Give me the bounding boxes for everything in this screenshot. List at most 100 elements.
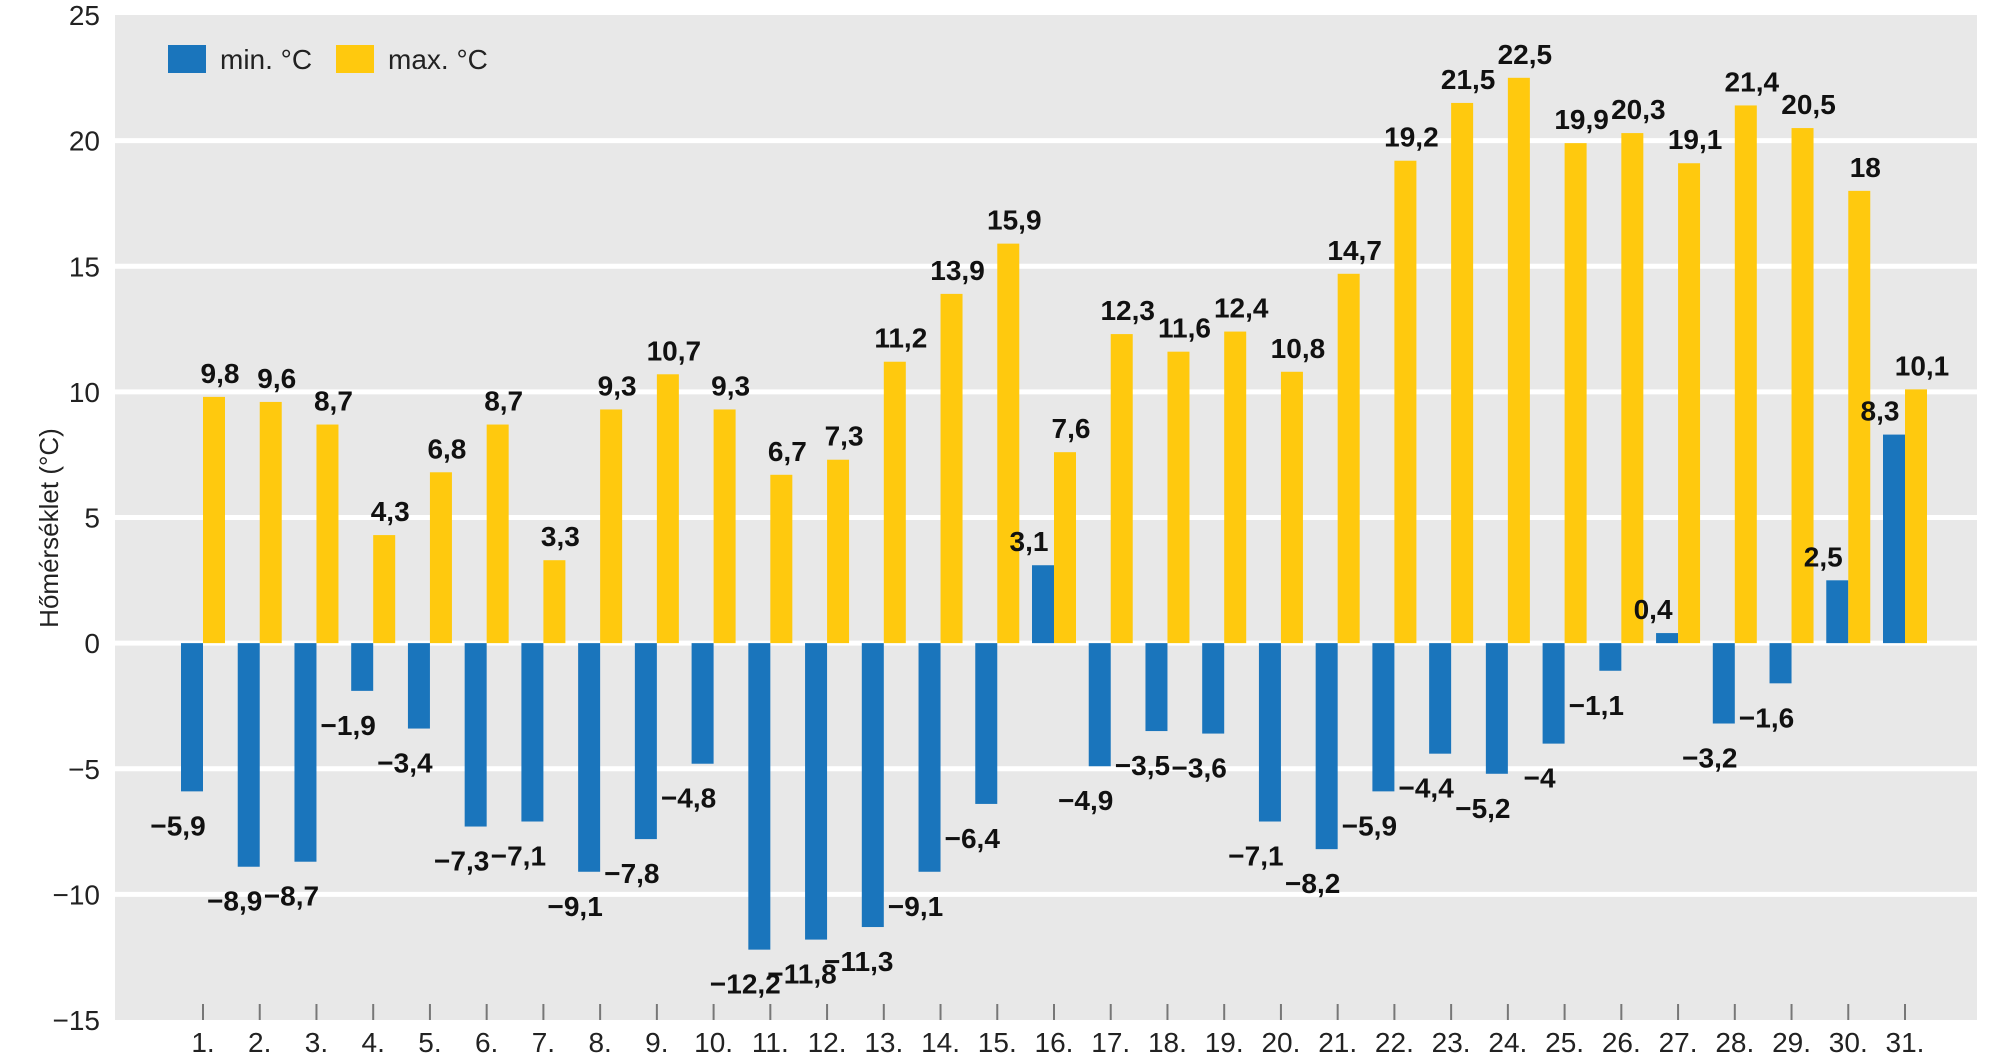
min-value-label: −7,8 bbox=[604, 858, 659, 889]
max-bar bbox=[1280, 371, 1303, 644]
min-bar bbox=[294, 643, 317, 862]
max-value-label: 6,8 bbox=[427, 433, 466, 464]
min-bar bbox=[975, 643, 998, 804]
max-value-label: 12,3 bbox=[1100, 295, 1155, 326]
x-axis: 1. 2. 3. 4. 5. 6. 7. 8. 9. 10. 11. 12. 13. 14. 15. 16. 1… bbox=[191, 1004, 1924, 1058]
max-bar bbox=[259, 401, 282, 644]
max-bar bbox=[770, 474, 793, 644]
x-tick-label: 4. bbox=[362, 1027, 385, 1058]
x-tick-label: 26. bbox=[1602, 1027, 1641, 1058]
min-value-label: −11,3 bbox=[824, 946, 893, 977]
min-value-label: −1,1 bbox=[1569, 690, 1624, 721]
min-bar bbox=[1656, 633, 1679, 644]
min-value-label: −7,3 bbox=[434, 846, 489, 877]
x-tick-label: 22. bbox=[1375, 1027, 1414, 1058]
max-bar bbox=[883, 361, 906, 644]
x-tick-label: 19. bbox=[1205, 1027, 1244, 1058]
max-bar bbox=[940, 293, 963, 644]
x-tick-label: 13. bbox=[864, 1027, 903, 1058]
min-value-label: −9,1 bbox=[547, 891, 602, 922]
y-axis-title: Hőmérséklet (°C) bbox=[34, 428, 64, 628]
max-bar bbox=[316, 424, 339, 644]
min-bar bbox=[464, 643, 487, 827]
min-bar bbox=[805, 643, 828, 940]
min-value-label: −7,1 bbox=[1228, 841, 1283, 872]
min-bar bbox=[1315, 643, 1338, 850]
max-value-label: 19,9 bbox=[1554, 104, 1609, 135]
max-bar bbox=[1167, 351, 1190, 644]
min-value-label: 0,4 bbox=[1634, 594, 1673, 625]
x-tick-label: 6. bbox=[475, 1027, 498, 1058]
min-bar bbox=[1429, 643, 1452, 754]
x-tick-label: 29. bbox=[1772, 1027, 1811, 1058]
min-value-label: −3,5 bbox=[1115, 750, 1170, 781]
min-value-label: −8,7 bbox=[264, 881, 319, 912]
min-bar bbox=[1542, 643, 1565, 744]
max-value-label: 11,2 bbox=[874, 323, 927, 354]
x-tick-label: 11. bbox=[752, 1027, 789, 1058]
max-value-label: 22,5 bbox=[1498, 39, 1553, 70]
max-value-label: 10,1 bbox=[1895, 350, 1950, 381]
max-value-label: 12,4 bbox=[1214, 293, 1269, 324]
x-tick-label: 5. bbox=[418, 1027, 441, 1058]
max-bar bbox=[827, 459, 850, 644]
min-value-label: −9,1 bbox=[888, 891, 943, 922]
y-tick-label: 15 bbox=[69, 251, 100, 282]
max-value-label: 7,6 bbox=[1052, 413, 1091, 444]
min-bar bbox=[918, 643, 941, 872]
min-value-label: −6,4 bbox=[945, 823, 1001, 854]
max-bar bbox=[1734, 105, 1757, 644]
max-value-label: 9,6 bbox=[257, 363, 296, 394]
min-value-label: −3,4 bbox=[377, 748, 433, 779]
min-bar bbox=[1485, 643, 1508, 774]
min-bar bbox=[407, 643, 430, 729]
bars bbox=[181, 77, 1927, 950]
min-value-label: −7,1 bbox=[491, 841, 546, 872]
min-bar bbox=[578, 643, 601, 872]
min-bar bbox=[1258, 643, 1281, 822]
x-tick-label: 18. bbox=[1148, 1027, 1187, 1058]
min-value-label: −4,9 bbox=[1058, 785, 1113, 816]
x-tick-label: 21. bbox=[1318, 1027, 1357, 1058]
min-value-label: −12,2 bbox=[710, 969, 781, 1000]
max-bar bbox=[203, 396, 225, 644]
min-value-label: −4,4 bbox=[1398, 773, 1454, 804]
min-value-label: −8,9 bbox=[207, 886, 262, 917]
min-bar bbox=[1088, 643, 1111, 767]
min-bar bbox=[521, 643, 544, 822]
x-tick-label: 24. bbox=[1488, 1027, 1527, 1058]
min-bar bbox=[351, 643, 374, 691]
x-tick-label: 8. bbox=[588, 1027, 611, 1058]
min-bar bbox=[1826, 580, 1849, 644]
min-bar bbox=[1202, 643, 1225, 734]
max-value-label: 14,7 bbox=[1327, 235, 1382, 266]
x-tick-label: 20. bbox=[1261, 1027, 1300, 1058]
x-tick-label: 15. bbox=[978, 1027, 1017, 1058]
max-bar bbox=[373, 535, 396, 644]
y-tick-label: −5 bbox=[68, 754, 100, 785]
grid-lines bbox=[115, 138, 1977, 897]
min-bar bbox=[748, 643, 771, 950]
min-value-label: 8,3 bbox=[1861, 396, 1900, 427]
max-bar bbox=[1507, 77, 1530, 644]
legend-min-swatch bbox=[168, 45, 206, 73]
max-value-label: 19,2 bbox=[1384, 122, 1439, 153]
y-axis: 25 20 15 10 5 0 −5 −10 −15 bbox=[53, 0, 101, 1036]
max-bar bbox=[997, 243, 1020, 644]
max-value-label: 15,9 bbox=[987, 205, 1042, 236]
min-bar bbox=[1883, 434, 1905, 644]
legend-max-label: max. °C bbox=[388, 44, 488, 75]
min-bar bbox=[861, 643, 884, 928]
max-value-label: 7,3 bbox=[825, 421, 864, 452]
max-value-label: 20,5 bbox=[1781, 89, 1836, 120]
min-bar bbox=[691, 643, 714, 764]
min-bar bbox=[1599, 643, 1622, 671]
max-bar bbox=[1054, 452, 1076, 644]
min-value-label: −4 bbox=[1524, 763, 1556, 794]
min-value-label: −5,9 bbox=[150, 810, 205, 841]
max-value-label: 20,3 bbox=[1611, 94, 1666, 125]
y-tick-label: 25 bbox=[69, 0, 100, 31]
y-tick-label: −15 bbox=[53, 1005, 101, 1036]
